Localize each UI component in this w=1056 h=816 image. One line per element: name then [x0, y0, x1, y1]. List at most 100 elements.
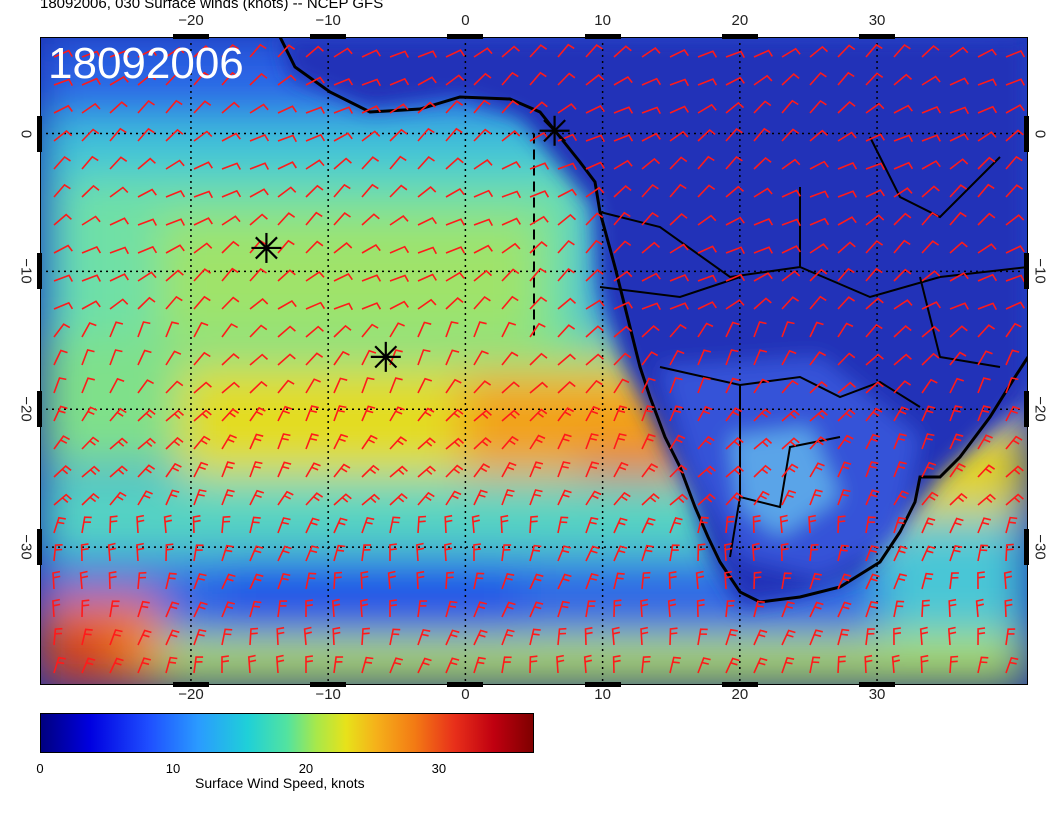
wind-barb: [781, 489, 797, 506]
wind-barb: [501, 295, 519, 310]
wind-barb: [249, 406, 266, 422]
wind-barb: [1005, 78, 1026, 86]
wind-barb: [781, 99, 799, 114]
wind-barb: [781, 349, 797, 366]
y-tick-label-right: 0: [1031, 129, 1049, 138]
wind-barb: [753, 217, 774, 226]
wind-barb: [81, 155, 99, 170]
wind-barb: [277, 517, 291, 534]
wind-barb: [277, 405, 293, 422]
x-tick-label-top: −20: [178, 12, 204, 29]
wind-barb: [697, 435, 715, 450]
wind-barb: [949, 572, 959, 590]
axis-tick-mark: [584, 34, 621, 39]
wind-barb: [109, 127, 127, 142]
wind-barb: [753, 74, 773, 86]
wind-barb: [949, 133, 969, 142]
wind-barb: [669, 464, 688, 478]
wind-barb: [724, 542, 733, 562]
wind-barb: [893, 461, 907, 478]
wind-barb: [361, 377, 375, 394]
axis-tick-mark: [172, 34, 209, 39]
wind-barb: [193, 161, 213, 170]
wind-barb: [333, 242, 353, 254]
wind-barb: [387, 570, 396, 590]
wind-barb: [697, 493, 716, 506]
wind-barb: [361, 434, 378, 450]
wind-barb: [389, 322, 405, 338]
wind-barb: [277, 161, 297, 170]
wind-barb: [557, 103, 577, 114]
x-tick-label-bottom: 0: [461, 686, 470, 703]
wind-barb: [585, 325, 604, 338]
wind-barb: [501, 601, 516, 618]
wind-barb: [613, 301, 633, 310]
wind-barb: [500, 514, 509, 534]
wind-barb: [79, 570, 89, 590]
wind-barb: [669, 544, 680, 562]
wind-barb: [501, 489, 515, 506]
wind-barb: [333, 302, 354, 311]
wind-barb: [1005, 465, 1024, 478]
wind-barb: [752, 515, 761, 534]
wind-barb: [445, 74, 465, 86]
wind-barb: [781, 128, 800, 142]
wind-barb: [249, 433, 264, 450]
wind-barb: [669, 156, 688, 170]
wind-barb: [333, 350, 350, 366]
wind-barb: [277, 239, 295, 254]
wind-barb: [1005, 656, 1019, 674]
wind-barb: [501, 190, 522, 199]
wind-barb: [697, 274, 718, 283]
wind-barb: [613, 106, 634, 114]
wind-barb: [529, 461, 544, 478]
wind-barb: [977, 48, 997, 58]
wind-barb: [305, 159, 325, 170]
wind-barb: [471, 514, 480, 534]
wind-barb: [417, 628, 431, 646]
y-tick-label-left: −20: [17, 396, 35, 422]
wind-barb: [809, 295, 827, 310]
wind-barb: [473, 99, 491, 114]
wind-barb: [893, 73, 913, 86]
wind-barb: [865, 267, 883, 282]
wind-barb: [109, 217, 129, 226]
wind-barb: [249, 43, 267, 58]
wind-barb: [921, 599, 930, 618]
wind-barb: [165, 436, 184, 450]
wind-barb: [865, 297, 884, 310]
wind-barb: [781, 245, 801, 254]
wind-barb: [276, 626, 285, 646]
wind-barb: [221, 71, 239, 86]
wind-barb: [557, 381, 576, 394]
wind-barb: [277, 600, 288, 618]
wind-barb: [389, 599, 398, 617]
wind-barb: [1005, 349, 1020, 366]
wind-barb: [921, 160, 941, 170]
wind-barb: [361, 105, 381, 114]
wind-barb: [977, 434, 993, 450]
wind-barb: [613, 159, 633, 170]
wind-barb: [277, 105, 297, 114]
wind-barb: [249, 380, 268, 394]
wind-barb: [977, 78, 998, 86]
wind-barb: [949, 492, 968, 506]
wind-barb: [725, 127, 743, 142]
wind-barb: [137, 218, 158, 226]
wind-barb: [473, 656, 486, 674]
wind-barb: [305, 133, 326, 142]
wind-barb: [529, 241, 548, 254]
wind-barb: [891, 654, 900, 674]
wind-barb: [109, 349, 123, 366]
axis-tick-mark: [1024, 529, 1029, 566]
wind-barb: [165, 244, 185, 254]
wind-barb: [277, 353, 296, 366]
wind-barb: [697, 516, 709, 534]
wind-barb: [948, 598, 957, 618]
wind-barb: [781, 601, 795, 618]
wind-barb: [221, 296, 240, 310]
wind-barb: [641, 544, 654, 562]
wind-barb: [529, 44, 548, 58]
wind-barb: [557, 239, 575, 254]
wind-barb: [333, 272, 353, 282]
